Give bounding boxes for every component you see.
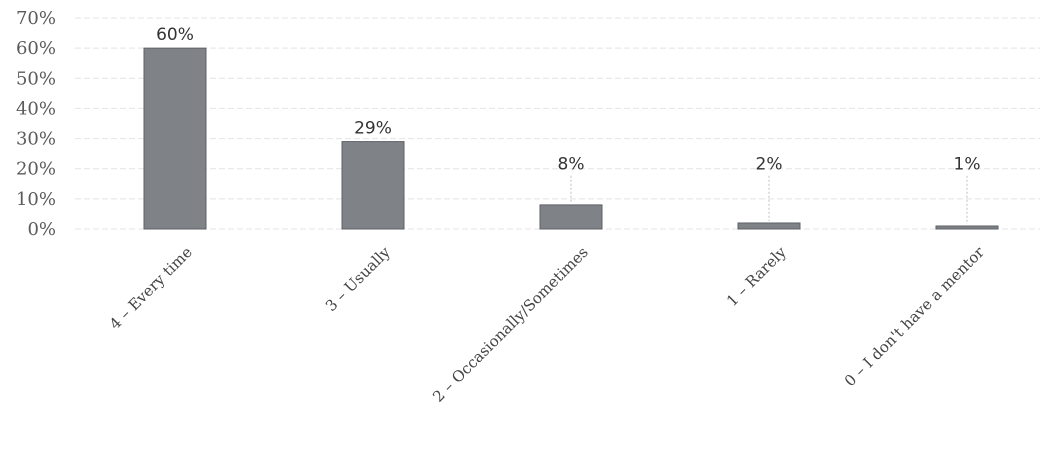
data-label: 1% bbox=[954, 155, 981, 175]
y-tick-label: 70% bbox=[16, 8, 56, 29]
y-tick-label: 60% bbox=[16, 38, 56, 59]
bar bbox=[341, 141, 405, 230]
x-tick-label: 4 – Every time bbox=[106, 243, 196, 333]
y-tick-label: 30% bbox=[16, 129, 56, 150]
y-tick-label: 50% bbox=[16, 68, 56, 89]
data-label: 8% bbox=[558, 155, 585, 175]
bar bbox=[143, 47, 207, 230]
bar bbox=[935, 225, 999, 230]
y-tick-label: 20% bbox=[16, 159, 56, 180]
x-tick-label: 3 – Usually bbox=[322, 243, 394, 315]
data-label: 29% bbox=[354, 119, 392, 139]
y-tick-label: 10% bbox=[16, 189, 56, 210]
y-tick-label: 0% bbox=[27, 219, 56, 240]
bar bbox=[539, 204, 603, 230]
x-tick-label: 1 – Rarely bbox=[723, 243, 790, 310]
data-labels: 60% 29% 8% 2% 1% bbox=[156, 25, 980, 224]
data-label: 2% bbox=[756, 155, 783, 175]
x-tick-label: 0 – I don't have a mentor bbox=[841, 243, 989, 391]
data-label: 60% bbox=[156, 25, 194, 45]
y-tick-label: 40% bbox=[16, 98, 56, 119]
y-axis: 0% 10% 20% 30% 40% 50% 60% 70% bbox=[16, 8, 56, 240]
gridlines bbox=[75, 17, 1040, 230]
x-tick-label: 2 – Occasionally/Sometimes bbox=[429, 243, 592, 406]
bars bbox=[143, 47, 999, 230]
x-axis: 4 – Every time 3 – Usually 2 – Occasionall… bbox=[106, 243, 989, 406]
bar bbox=[737, 222, 801, 230]
